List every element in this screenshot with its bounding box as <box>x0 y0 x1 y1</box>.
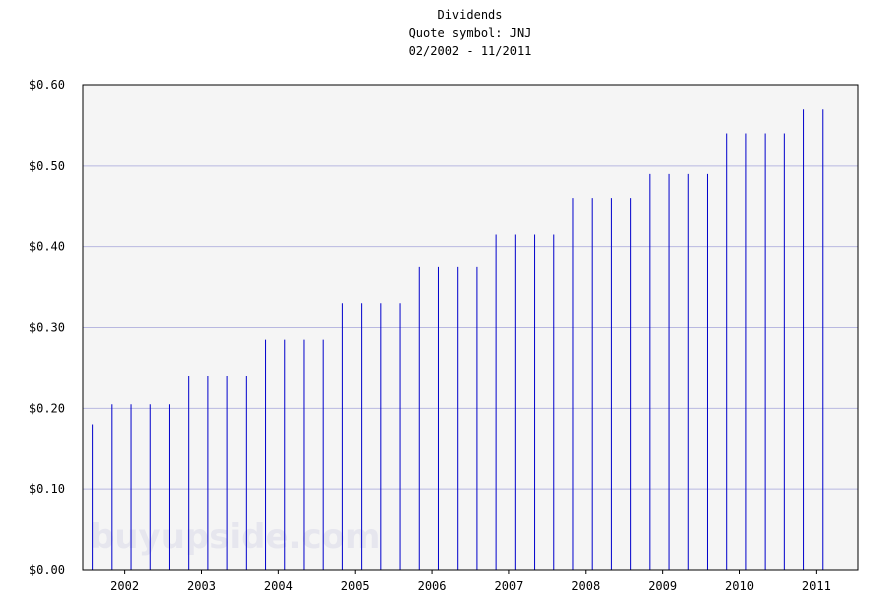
x-tick-label: 2011 <box>802 579 831 593</box>
x-tick-label: 2008 <box>571 579 600 593</box>
watermark-text: buyupside.com <box>90 517 380 557</box>
y-tick-label: $0.20 <box>29 401 65 415</box>
y-axis: $0.00 $0.10 $0.20 $0.30 $0.40 $0.50 $0.60 <box>29 78 65 577</box>
plot-border <box>82 84 859 571</box>
y-tick-label: $0.10 <box>29 482 65 496</box>
y-tick-label: $0.40 <box>29 240 65 254</box>
chart-date-range: 02/2002 - 11/2011 <box>408 44 532 58</box>
x-tick-label: 2004 <box>264 579 293 593</box>
gridlines <box>83 165 858 490</box>
x-tick-label: 2003 <box>187 579 216 593</box>
x-tick-label: 2009 <box>648 579 677 593</box>
x-tick-label: 2002 <box>110 579 139 593</box>
x-tick-label: 2007 <box>494 579 523 593</box>
y-tick-label: $0.30 <box>29 321 65 335</box>
y-tick-label: $0.60 <box>29 78 65 92</box>
x-axis: 2002 2003 2004 2005 2006 2007 2008 2009 2010 2011 <box>110 570 831 593</box>
bars <box>92 109 824 570</box>
x-tick-label: 2005 <box>341 579 370 593</box>
x-tick-label: 2010 <box>725 579 754 593</box>
chart-subtitle: Quote symbol: JNJ <box>408 26 532 40</box>
y-tick-label: $0.00 <box>29 563 65 577</box>
chart-title: Dividends <box>437 8 503 22</box>
y-tick-label: $0.50 <box>29 159 65 173</box>
x-tick-label: 2006 <box>418 579 447 593</box>
